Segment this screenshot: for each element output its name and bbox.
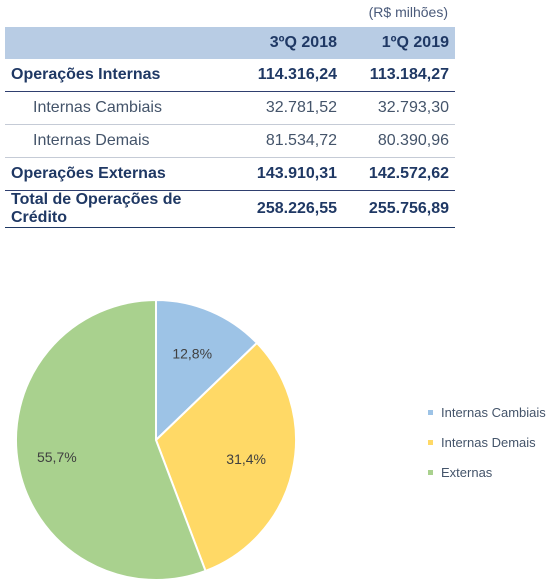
table-row: Internas Cambiais 32.781,52 32.793,30 <box>5 92 455 125</box>
row-value-3q2018: 143.910,31 <box>243 158 343 191</box>
legend-swatch <box>428 440 433 445</box>
unit-label: (R$ milhões) <box>369 4 448 20</box>
pie-chart: 12,8% 31,4% 55,7% <box>0 290 320 587</box>
row-label: Total de Operações de Crédito <box>5 191 243 228</box>
legend-label: Externas <box>441 465 492 480</box>
pie-slice-label: 12,8% <box>172 346 212 362</box>
row-value-3q2018: 32.781,52 <box>243 92 343 125</box>
legend-label: Internas Demais <box>441 435 536 450</box>
table-header-row: 3ºQ 2018 1ºQ 2019 <box>5 27 455 59</box>
legend-swatch <box>428 410 433 415</box>
row-label: Internas Cambiais <box>5 92 243 125</box>
row-value-1q2019: 80.390,96 <box>343 125 455 158</box>
chart-legend: Internas Cambiais Internas Demais Externas <box>428 403 546 493</box>
row-value-3q2018: 114.316,24 <box>243 59 343 92</box>
row-value-1q2019: 32.793,30 <box>343 92 455 125</box>
pie-slice-label: 31,4% <box>226 451 266 467</box>
table-row: Operações Externas 143.910,31 142.572,62 <box>5 158 455 191</box>
table-row: Total de Operações de Crédito 258.226,55 2… <box>5 191 455 228</box>
legend-item: Externas <box>428 463 546 481</box>
row-value-1q2019: 142.572,62 <box>343 158 455 191</box>
legend-swatch <box>428 470 433 475</box>
table-row: Operações Internas 114.316,24 113.184,27 <box>5 59 455 92</box>
row-value-3q2018: 258.226,55 <box>243 191 343 228</box>
pie-slice-label: 55,7% <box>37 449 77 465</box>
row-value-1q2019: 113.184,27 <box>343 59 455 92</box>
row-label: Internas Demais <box>5 125 243 158</box>
table-row: Internas Demais 81.534,72 80.390,96 <box>5 125 455 158</box>
header-cell-3q2018: 3ºQ 2018 <box>243 27 343 59</box>
header-cell-label <box>5 27 243 59</box>
legend-label: Internas Cambiais <box>441 405 546 420</box>
header-cell-1q2019: 1ºQ 2019 <box>343 27 455 59</box>
table-body: Operações Internas 114.316,24 113.184,27 In… <box>5 59 455 228</box>
row-value-1q2019: 255.756,89 <box>343 191 455 228</box>
row-label: Operações Externas <box>5 158 243 191</box>
row-value-3q2018: 81.534,72 <box>243 125 343 158</box>
legend-item: Internas Cambiais <box>428 403 546 421</box>
legend-item: Internas Demais <box>428 433 546 451</box>
credit-operations-table: 3ºQ 2018 1ºQ 2019 Operações Internas 114.… <box>5 27 455 228</box>
row-label: Operações Internas <box>5 59 243 92</box>
